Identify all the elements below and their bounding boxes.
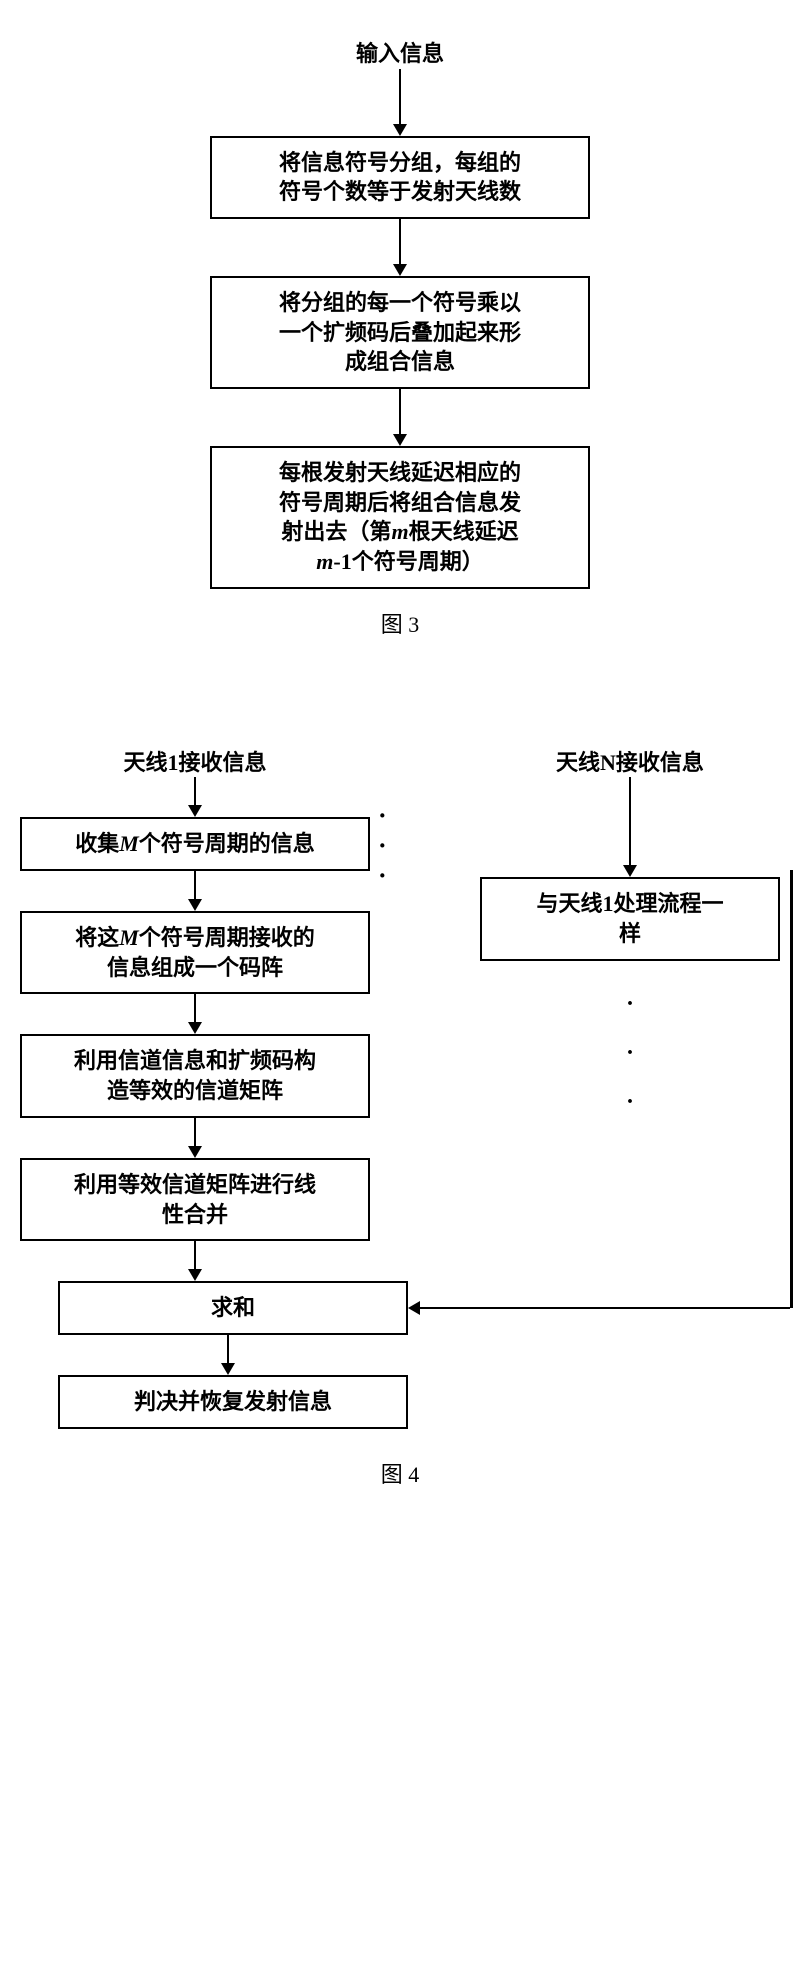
arrow-head-left	[408, 1301, 420, 1315]
fig4-left-col: 天线1接收信息 收集M个符号周期的信息 将这M个符号周期接收的信息组成一个码阵 …	[20, 749, 370, 1281]
arrow-head	[393, 264, 407, 276]
arrow-shaft	[194, 994, 197, 1022]
fig4-merge: 求和 判决并恢复发射信息	[58, 1281, 793, 1428]
fig4-join: 求和	[58, 1281, 793, 1335]
arrow-shaft	[227, 1335, 230, 1363]
fig4-right-col: 天线N接收信息 与天线1处理流程一样 · · ·	[480, 749, 780, 1116]
fig3-box-3: 每根发射天线延迟相应的符号周期后将组合信息发射出去（第m根天线延迟m-1个符号周…	[210, 446, 590, 589]
arrow-shaft	[629, 777, 632, 865]
arrow-head	[188, 805, 202, 817]
fig4-final-box: 判决并恢复发射信息	[58, 1375, 408, 1429]
figure-3: 输入信息 将信息符号分组，每组的符号个数等于发射天线数 将分组的每一个符号乘以一…	[20, 40, 780, 639]
arrow-head	[188, 899, 202, 911]
arrow-head	[221, 1363, 235, 1375]
arrow-head	[188, 1022, 202, 1034]
vertical-ellipsis-icon: · · ·	[626, 991, 634, 1116]
arrow-head	[188, 1269, 202, 1281]
join-vline	[790, 870, 793, 1308]
fig4-left-box-3: 利用信道信息和扩频码构造等效的信道矩阵	[20, 1034, 370, 1117]
fig4-right-box: 与天线1处理流程一样	[480, 877, 780, 960]
arrow-head	[393, 434, 407, 446]
fig4-columns: 天线1接收信息 收集M个符号周期的信息 将这M个符号周期接收的信息组成一个码阵 …	[20, 749, 780, 1281]
arrow-head	[393, 124, 407, 136]
arrow-shaft	[399, 219, 402, 264]
fig3-box-1: 将信息符号分组，每组的符号个数等于发射天线数	[210, 136, 590, 219]
arrow-shaft	[399, 389, 402, 434]
figure-4: 天线1接收信息 收集M个符号周期的信息 将这M个符号周期接收的信息组成一个码阵 …	[20, 749, 780, 1489]
fig4-sum-box: 求和	[58, 1281, 408, 1335]
join-hline	[420, 1307, 790, 1310]
fig4-left-box-2: 将这M个符号周期接收的信息组成一个码阵	[20, 911, 370, 994]
arrow-shaft	[399, 69, 402, 124]
fig4-left-box-4: 利用等效信道矩阵进行线性合并	[20, 1158, 370, 1241]
arrow-shaft	[194, 1118, 197, 1146]
arrow-head	[188, 1146, 202, 1158]
arrow-head	[623, 865, 637, 877]
fig4-left-header: 天线1接收信息	[123, 749, 266, 778]
arrow-shaft	[194, 871, 197, 899]
fig3-caption: 图 3	[381, 607, 420, 639]
fig4-left-box-1: 收集M个符号周期的信息	[20, 817, 370, 871]
arrow-shaft	[194, 777, 197, 805]
fig3-box-2: 将分组的每一个符号乘以一个扩频码后叠加起来形成组合信息	[210, 276, 590, 389]
fig3-input-label: 输入信息	[356, 40, 444, 69]
arrow-shaft	[194, 1241, 197, 1269]
fig4-caption: 图 4	[381, 1457, 420, 1489]
fig4-right-header: 天线N接收信息	[556, 749, 704, 778]
ellipsis-icon: · · ·	[370, 801, 420, 891]
